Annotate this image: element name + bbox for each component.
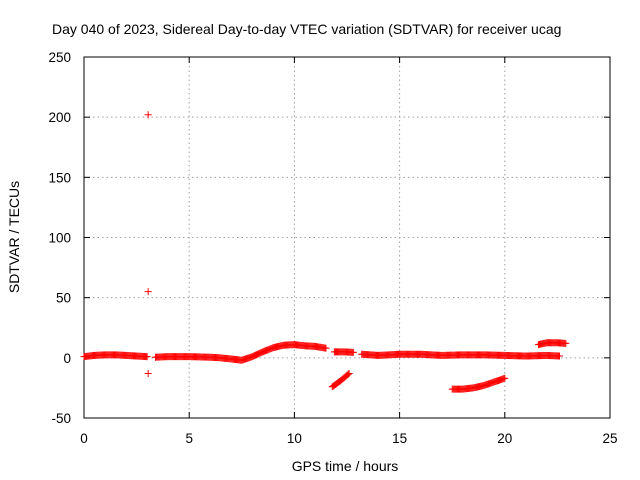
y-tick-label: 50	[56, 291, 71, 306]
y-axis-label: SDTVAR / TECUs	[6, 181, 22, 293]
data-point	[501, 374, 509, 382]
x-tick-label: 10	[287, 431, 302, 446]
x-tick-label: 25	[602, 431, 617, 446]
x-tick-label: 20	[497, 431, 512, 446]
x-tick-label: 0	[80, 431, 88, 446]
data-points	[80, 111, 570, 393]
y-tick-label: 150	[48, 170, 71, 185]
x-tick-label: 5	[185, 431, 193, 446]
data-point	[144, 369, 152, 377]
data-point	[144, 111, 152, 119]
data-point	[344, 370, 352, 378]
data-point	[345, 369, 353, 377]
y-tick-label: 250	[48, 50, 71, 65]
y-tick-label: -50	[51, 411, 71, 426]
data-point	[144, 288, 152, 296]
data-point	[322, 344, 330, 352]
data-point	[556, 352, 564, 360]
chart-title: Day 040 of 2023, Sidereal Day-to-day VTE…	[52, 21, 561, 37]
x-axis-label: GPS time / hours	[292, 458, 399, 474]
plot-frame	[83, 56, 611, 419]
data-point	[349, 348, 357, 356]
y-tick-label: 100	[48, 231, 71, 246]
axis-ticks: 0 5 10 15 20 25 -50 0 50 100 150 200 250	[48, 50, 617, 446]
x-tick-label: 15	[392, 431, 407, 446]
y-tick-label: 200	[48, 110, 71, 125]
data-point	[562, 339, 570, 347]
grid-lines	[84, 57, 610, 418]
y-tick-label: 0	[63, 351, 71, 366]
data-point	[143, 353, 151, 361]
